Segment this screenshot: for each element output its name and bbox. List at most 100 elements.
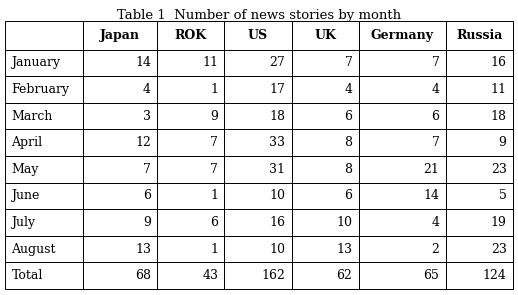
Text: 11: 11 bbox=[202, 56, 218, 69]
Bar bbox=[157, 76, 224, 103]
Bar bbox=[292, 103, 358, 130]
Bar bbox=[358, 263, 445, 289]
Text: July: July bbox=[11, 216, 36, 229]
Bar bbox=[5, 183, 83, 209]
Text: 21: 21 bbox=[424, 163, 439, 176]
Bar bbox=[83, 130, 157, 156]
Bar bbox=[157, 209, 224, 236]
Bar bbox=[224, 263, 292, 289]
Bar bbox=[224, 236, 292, 263]
Text: 62: 62 bbox=[337, 269, 352, 282]
Bar bbox=[358, 130, 445, 156]
Text: April: April bbox=[11, 136, 42, 149]
Text: 4: 4 bbox=[143, 83, 151, 96]
Bar bbox=[445, 236, 513, 263]
Bar bbox=[5, 103, 83, 130]
Text: June: June bbox=[11, 189, 40, 202]
Text: 68: 68 bbox=[135, 269, 151, 282]
Text: 7: 7 bbox=[431, 136, 439, 149]
Bar bbox=[358, 103, 445, 130]
Bar bbox=[224, 76, 292, 103]
Text: UK: UK bbox=[314, 29, 336, 42]
Bar bbox=[5, 156, 83, 183]
Bar bbox=[83, 156, 157, 183]
Text: 65: 65 bbox=[424, 269, 439, 282]
Text: January: January bbox=[11, 56, 61, 69]
Bar bbox=[83, 76, 157, 103]
Bar bbox=[83, 236, 157, 263]
Bar bbox=[157, 130, 224, 156]
Text: 10: 10 bbox=[269, 243, 285, 256]
Bar bbox=[292, 183, 358, 209]
Text: 23: 23 bbox=[491, 243, 507, 256]
Bar bbox=[83, 103, 157, 130]
Bar bbox=[157, 50, 224, 76]
Text: 7: 7 bbox=[344, 56, 352, 69]
Text: 8: 8 bbox=[344, 163, 352, 176]
Text: 27: 27 bbox=[269, 56, 285, 69]
Text: 9: 9 bbox=[499, 136, 507, 149]
Text: 7: 7 bbox=[210, 163, 218, 176]
Text: 124: 124 bbox=[483, 269, 507, 282]
Bar bbox=[224, 209, 292, 236]
Text: 10: 10 bbox=[269, 189, 285, 202]
Text: 4: 4 bbox=[431, 83, 439, 96]
Text: 13: 13 bbox=[135, 243, 151, 256]
Text: Table 1  Number of news stories by month: Table 1 Number of news stories by month bbox=[117, 9, 401, 22]
Text: US: US bbox=[248, 29, 268, 42]
Text: 6: 6 bbox=[210, 216, 218, 229]
Text: Japan: Japan bbox=[100, 29, 140, 42]
Bar bbox=[358, 156, 445, 183]
Bar bbox=[445, 156, 513, 183]
Text: 16: 16 bbox=[269, 216, 285, 229]
Text: 12: 12 bbox=[135, 136, 151, 149]
Bar bbox=[5, 50, 83, 76]
Bar bbox=[83, 21, 157, 50]
Text: 10: 10 bbox=[336, 216, 352, 229]
Text: 162: 162 bbox=[262, 269, 285, 282]
Bar bbox=[292, 263, 358, 289]
Bar bbox=[358, 50, 445, 76]
Text: 43: 43 bbox=[202, 269, 218, 282]
Text: 31: 31 bbox=[269, 163, 285, 176]
Bar bbox=[358, 21, 445, 50]
Text: 6: 6 bbox=[431, 110, 439, 123]
Bar bbox=[5, 263, 83, 289]
Bar bbox=[445, 76, 513, 103]
Text: 8: 8 bbox=[344, 136, 352, 149]
Bar bbox=[5, 21, 83, 50]
Bar bbox=[224, 183, 292, 209]
Bar bbox=[83, 209, 157, 236]
Bar bbox=[157, 183, 224, 209]
Text: 16: 16 bbox=[491, 56, 507, 69]
Text: 23: 23 bbox=[491, 163, 507, 176]
Bar bbox=[5, 236, 83, 263]
Bar bbox=[224, 50, 292, 76]
Text: 1: 1 bbox=[210, 243, 218, 256]
Bar bbox=[157, 263, 224, 289]
Bar bbox=[157, 103, 224, 130]
Text: 6: 6 bbox=[344, 110, 352, 123]
Text: ROK: ROK bbox=[175, 29, 207, 42]
Text: 9: 9 bbox=[210, 110, 218, 123]
Bar bbox=[292, 21, 358, 50]
Bar bbox=[445, 183, 513, 209]
Bar bbox=[224, 130, 292, 156]
Bar bbox=[358, 76, 445, 103]
Bar bbox=[292, 156, 358, 183]
Text: May: May bbox=[11, 163, 39, 176]
Text: 17: 17 bbox=[269, 83, 285, 96]
Text: 33: 33 bbox=[269, 136, 285, 149]
Text: 7: 7 bbox=[431, 56, 439, 69]
Bar bbox=[157, 236, 224, 263]
Text: 18: 18 bbox=[269, 110, 285, 123]
Bar bbox=[5, 209, 83, 236]
Bar bbox=[292, 50, 358, 76]
Text: 7: 7 bbox=[210, 136, 218, 149]
Bar bbox=[445, 103, 513, 130]
Bar bbox=[445, 130, 513, 156]
Text: Russia: Russia bbox=[456, 29, 502, 42]
Text: 7: 7 bbox=[143, 163, 151, 176]
Text: 5: 5 bbox=[499, 189, 507, 202]
Bar bbox=[445, 21, 513, 50]
